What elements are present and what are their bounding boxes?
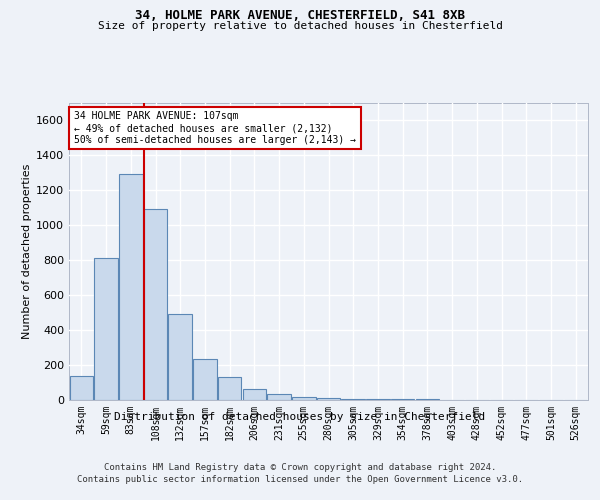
- Text: 34 HOLME PARK AVENUE: 107sqm
← 49% of detached houses are smaller (2,132)
50% of: 34 HOLME PARK AVENUE: 107sqm ← 49% of de…: [74, 112, 356, 144]
- Bar: [169, 314, 192, 400]
- Bar: [218, 377, 241, 400]
- Bar: [317, 398, 340, 400]
- Bar: [119, 174, 143, 400]
- Bar: [94, 258, 118, 400]
- Bar: [193, 359, 217, 400]
- Bar: [341, 399, 365, 400]
- Bar: [268, 394, 291, 400]
- Text: Distribution of detached houses by size in Chesterfield: Distribution of detached houses by size …: [115, 412, 485, 422]
- Bar: [366, 399, 389, 400]
- Text: Contains HM Land Registry data © Crown copyright and database right 2024.: Contains HM Land Registry data © Crown c…: [104, 462, 496, 471]
- Text: 34, HOLME PARK AVENUE, CHESTERFIELD, S41 8XB: 34, HOLME PARK AVENUE, CHESTERFIELD, S41…: [135, 9, 465, 22]
- Text: Contains public sector information licensed under the Open Government Licence v3: Contains public sector information licen…: [77, 475, 523, 484]
- Bar: [242, 388, 266, 400]
- Text: Size of property relative to detached houses in Chesterfield: Size of property relative to detached ho…: [97, 21, 503, 31]
- Bar: [70, 376, 93, 400]
- Y-axis label: Number of detached properties: Number of detached properties: [22, 164, 32, 339]
- Bar: [292, 396, 316, 400]
- Bar: [144, 209, 167, 400]
